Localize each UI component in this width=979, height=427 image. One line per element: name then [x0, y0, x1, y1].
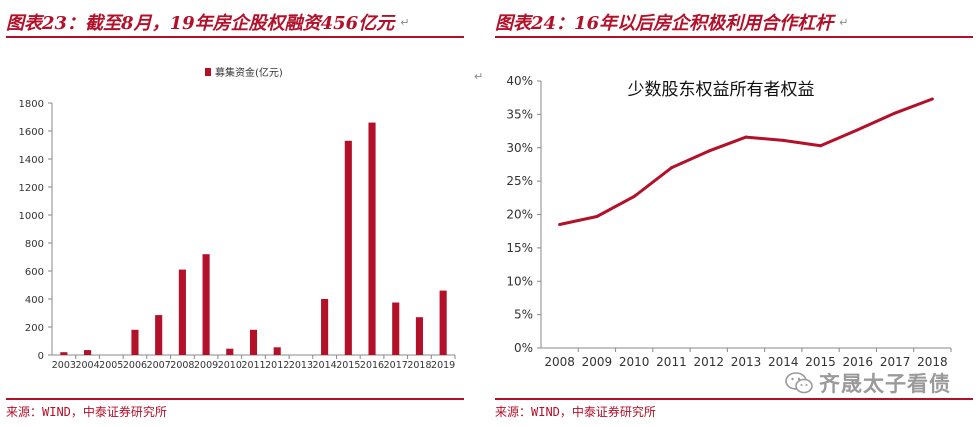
y-tick-label: 1600	[19, 127, 44, 138]
right-panel: 图表24：16年以后房企积极利用合作杠杆 ↵ 0% 5% 10% 15% 20% 25% 3…	[489, 0, 979, 427]
x-tick-label: 2012	[265, 360, 289, 371]
paragraph-mark-icon: ↵	[400, 15, 410, 29]
data-point	[856, 128, 860, 132]
x-tick-label: 2018	[917, 355, 948, 369]
x-tick-label: 2012	[693, 355, 724, 369]
x-tick-label: 2006	[123, 360, 147, 371]
bar	[226, 348, 234, 355]
y-tick-label: 35%	[506, 107, 533, 121]
legend-swatch	[205, 68, 211, 76]
watermark: 齐晟太子看债	[785, 368, 951, 398]
x-tick-label: 2016	[360, 360, 384, 371]
x-tick-label: 2017	[384, 360, 408, 371]
x-tick-label: 2014	[313, 360, 337, 371]
y-tick-label: 40%	[506, 74, 533, 88]
data-point	[930, 97, 934, 101]
data-point	[707, 149, 711, 153]
y-tick-label: 0	[38, 351, 44, 362]
x-tick-label: 2017	[880, 355, 911, 369]
data-point	[744, 135, 748, 139]
watermark-text: 齐晟太子看债	[819, 372, 951, 396]
x-tick-label: 2019	[431, 360, 455, 371]
x-tick-label: 2003	[52, 360, 76, 371]
x-tick-label: 2009	[582, 355, 613, 369]
bar	[155, 315, 163, 355]
bar	[415, 317, 423, 355]
y-tick-label: 15%	[506, 241, 533, 255]
y-tick-label: 800	[25, 239, 44, 250]
bar	[321, 299, 329, 355]
bar	[368, 122, 376, 355]
x-tick-label: 2016	[843, 355, 874, 369]
right-chart-title: 图表24：16年以后房企积极利用合作杠杆	[495, 13, 834, 34]
y-tick-label: 5%	[514, 308, 533, 322]
left-title-bar: 图表23：截至8月，19年房企股权融资456亿元 ↵	[6, 8, 464, 38]
y-tick-label: 600	[25, 267, 44, 278]
x-tick-label: 2008	[170, 360, 194, 371]
paragraph-mark-icon: ↵	[474, 70, 484, 83]
data-point	[781, 138, 785, 142]
bar	[249, 329, 258, 355]
x-tick-label: 2005	[99, 360, 123, 371]
left-source-note: 来源：WIND，中泰证券研究所	[6, 398, 464, 420]
chart-inner-title: 少数股东权益所有者权益	[628, 80, 815, 100]
bar	[84, 350, 92, 355]
data-point	[669, 166, 673, 170]
x-tick-label: 2015	[336, 360, 360, 371]
bar	[131, 329, 139, 355]
x-tick-label: 2010	[218, 360, 242, 371]
right-source-note: 来源：WIND，中泰证券研究所	[495, 398, 973, 420]
y-tick-label: 10%	[506, 274, 533, 288]
legend-label: 募集资金(亿元)	[215, 66, 283, 79]
y-tick-label: 30%	[506, 141, 533, 155]
y-tick-label: 200	[25, 323, 44, 334]
x-tick-label: 2004	[75, 360, 99, 371]
bar	[392, 302, 400, 355]
bar	[344, 140, 352, 355]
data-point	[558, 223, 562, 227]
paragraph-mark-icon: ↵	[839, 15, 849, 29]
y-tick-label: 0%	[514, 341, 533, 355]
left-chart-title: 图表23：截至8月，19年房企股权融资456亿元	[6, 13, 395, 34]
x-tick-label: 2008	[544, 355, 575, 369]
y-tick-label: 1000	[19, 211, 44, 222]
x-tick-label: 2010	[619, 355, 650, 369]
y-tick-label: 1400	[19, 155, 44, 166]
x-tick-label: 2011	[656, 355, 687, 369]
x-tick-label: 2011	[241, 360, 265, 371]
bar	[60, 352, 68, 355]
x-tick-label: 2013	[731, 355, 762, 369]
data-point	[893, 111, 897, 115]
y-tick-label: 1800	[19, 99, 44, 110]
series-line	[559, 97, 933, 226]
bar	[273, 347, 281, 355]
x-tick-label: 2014	[768, 355, 799, 369]
x-tick-label: 2013	[289, 360, 313, 371]
right-title-bar: 图表24：16年以后房企积极利用合作杠杆 ↵	[495, 8, 973, 38]
left-panel: 图表23：截至8月，19年房企股权融资456亿元 ↵ 0 200 400 600 800…	[0, 0, 470, 427]
data-point	[595, 215, 599, 219]
x-tick-label: 2009	[194, 360, 218, 371]
x-tick-label: 2015	[805, 355, 836, 369]
y-tick-label: 20%	[506, 208, 533, 222]
x-tick-label: 2018	[407, 360, 431, 371]
wechat-icon	[785, 372, 813, 394]
x-tick-label: 2007	[147, 360, 171, 371]
bar	[178, 269, 186, 355]
bar	[439, 290, 447, 355]
data-point	[632, 194, 636, 198]
y-tick-label: 400	[25, 295, 44, 306]
y-tick-label: 25%	[506, 174, 533, 188]
data-point	[819, 144, 823, 148]
line-chart: 0% 5% 10% 15% 20% 25% 30% 35% 40% 2008 2009 2010 201…	[506, 74, 952, 369]
y-tick-label: 1200	[19, 183, 44, 194]
bar	[202, 254, 210, 355]
